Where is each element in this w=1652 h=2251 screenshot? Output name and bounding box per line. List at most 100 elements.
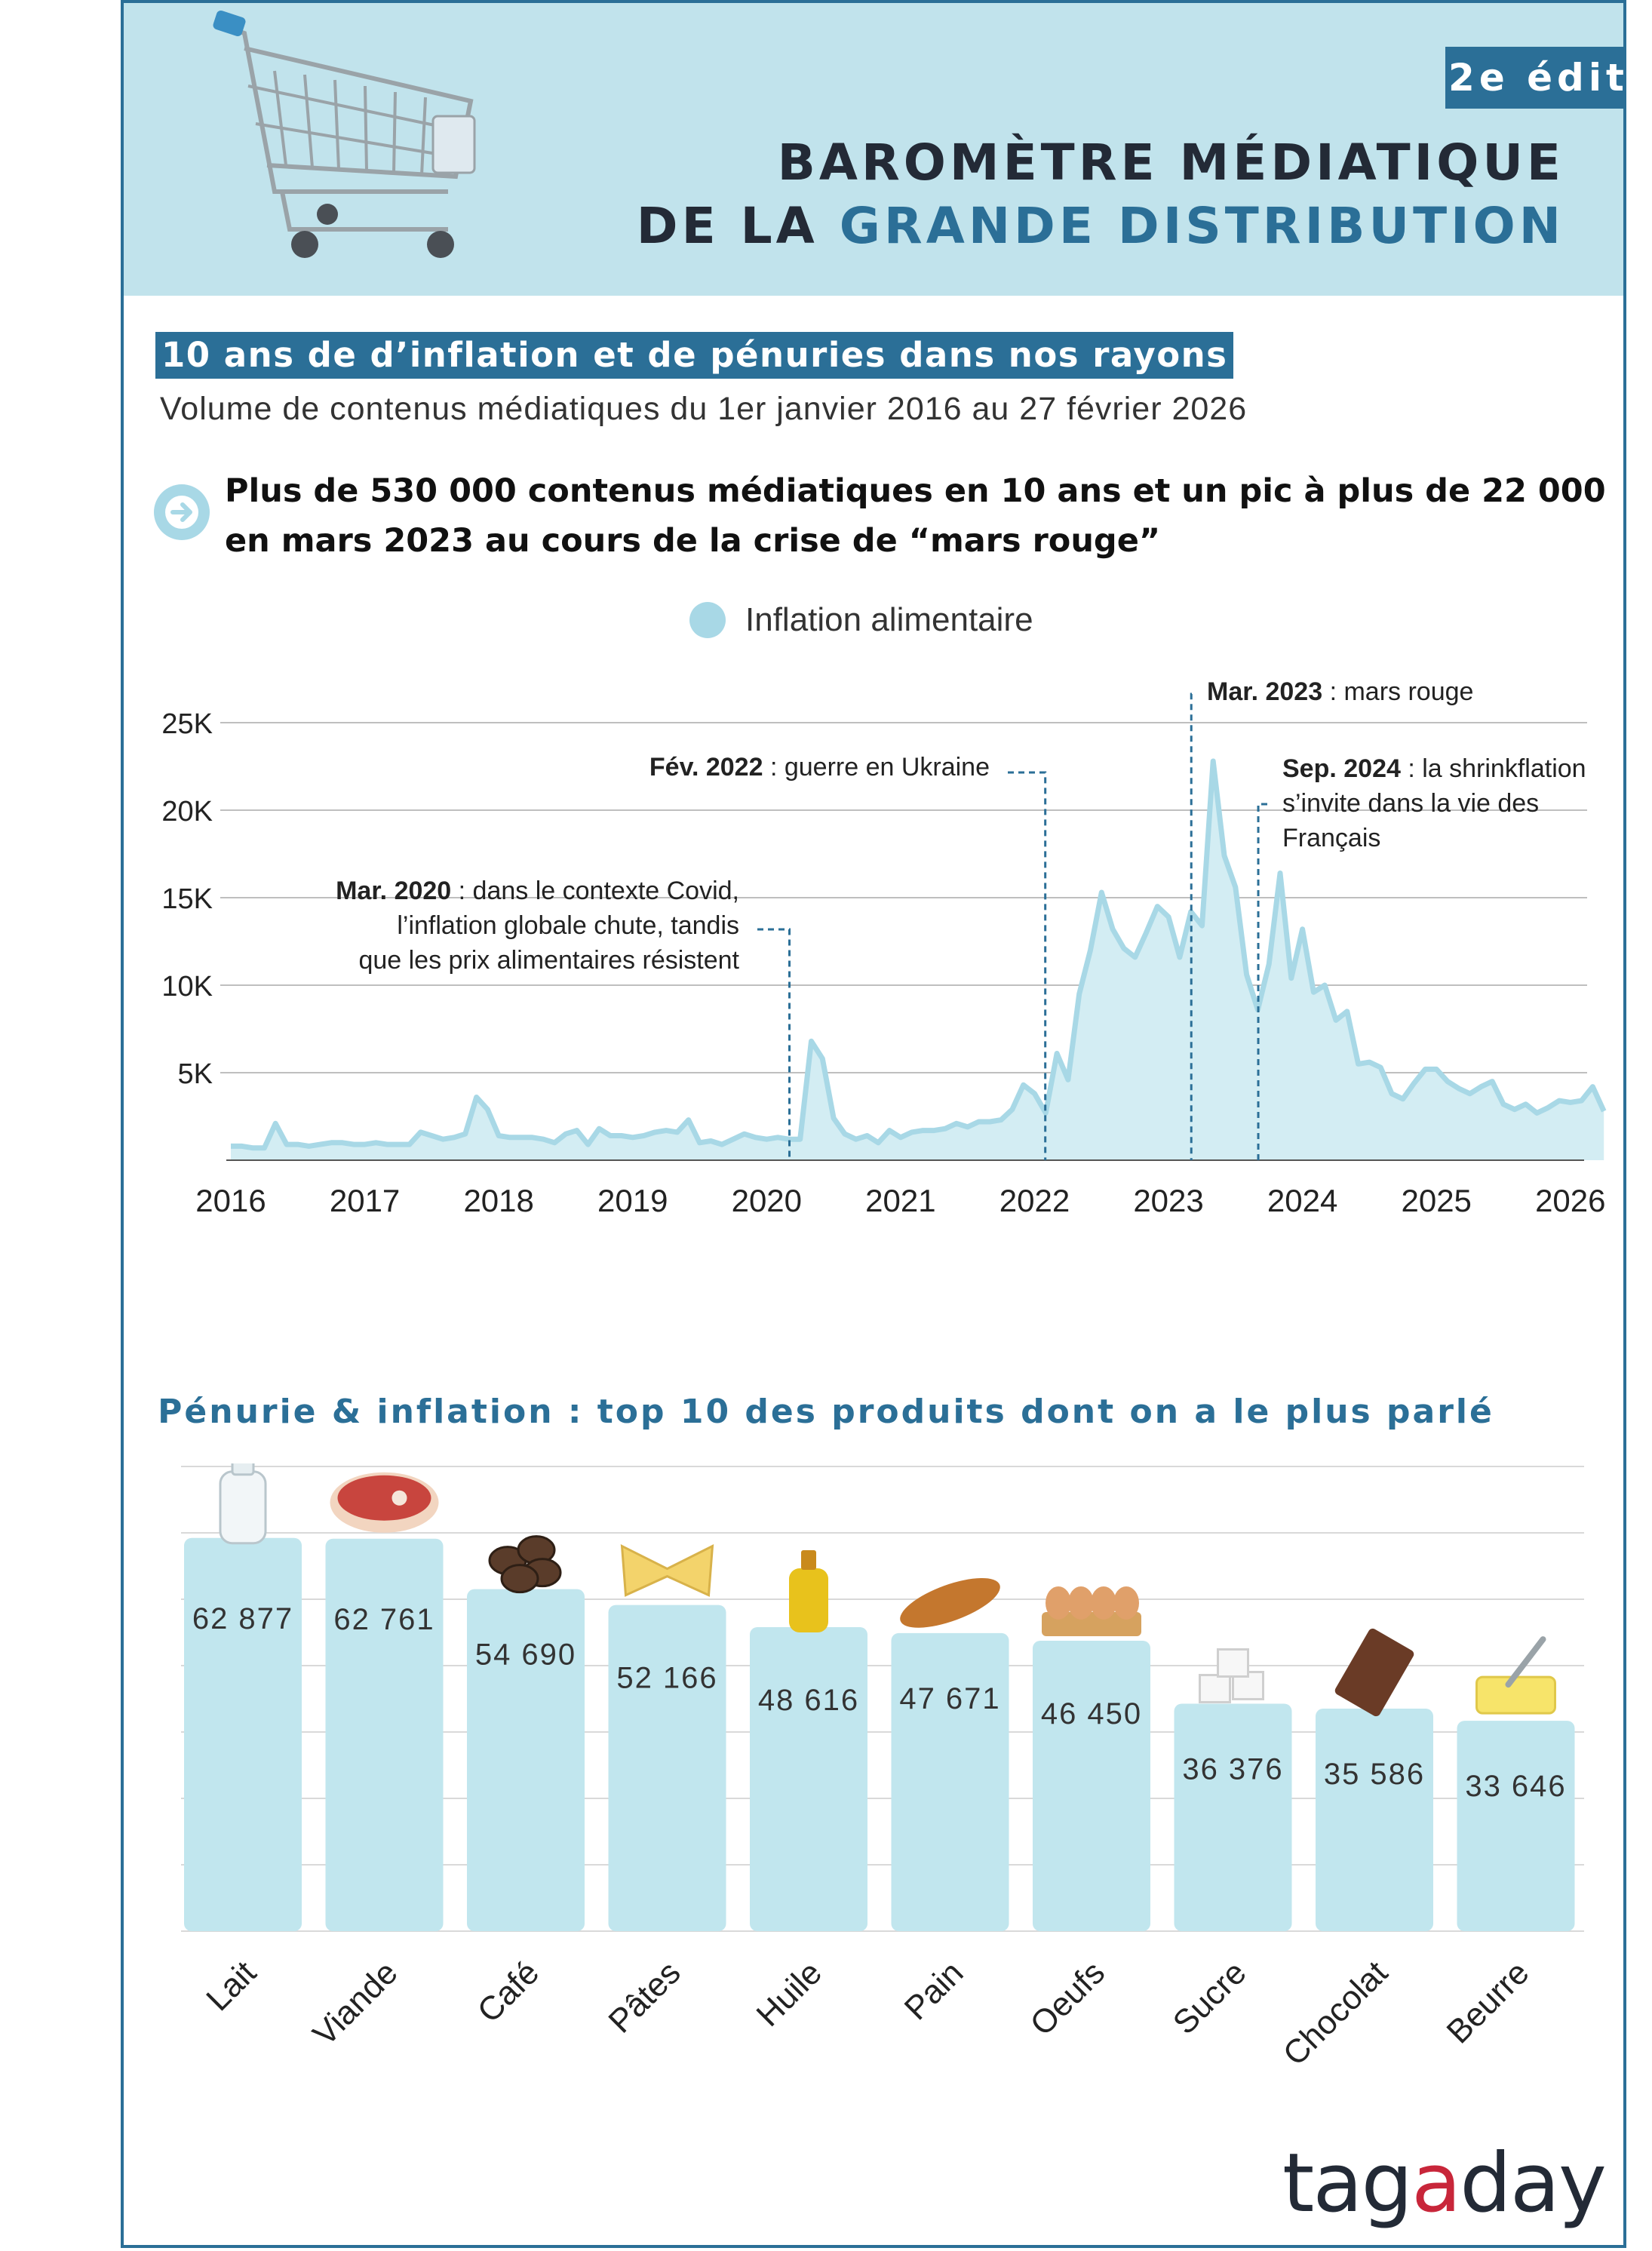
annotation-text: Français (1282, 824, 1380, 852)
bar-group: 62 877 Lait (184, 1463, 302, 2018)
bar-category-label: Pain (898, 1954, 971, 2027)
x-tick-label: 2022 (999, 1183, 1070, 1218)
bar-value-label: 52 166 (616, 1662, 717, 1695)
bar (608, 1605, 726, 1931)
bar-category-label: Sucre (1166, 1954, 1254, 2041)
chocolate-icon (1334, 1628, 1414, 1717)
y-tick-label: 25K (161, 708, 213, 740)
bar-group: 46 450 Oeufs (1023, 1586, 1150, 2043)
bars: 62 877 Lait 62 761 Viande 54 690 Café 52 166 Pâ… (184, 1463, 1575, 2073)
bar-group: 35 586 Chocolat (1276, 1628, 1433, 2073)
butter-icon (1475, 1636, 1556, 1715)
x-tick-label: 2019 (597, 1183, 668, 1218)
x-tick-label: 2025 (1401, 1183, 1471, 1218)
logo-part1: tag (1282, 2136, 1413, 2231)
milk-bottle-icon (219, 1463, 267, 1545)
shopping-cart-icon (213, 11, 476, 258)
bar (1033, 1640, 1150, 1931)
x-tick-label: 2016 (195, 1183, 266, 1218)
bar-category-label: Lait (199, 1954, 263, 2018)
legend-label: Inflation alimentaire (745, 601, 1033, 638)
bar (1316, 1709, 1433, 1931)
series-points (230, 760, 1604, 1148)
section-title: 10 ans de d’inflation et de pénuries dan… (155, 332, 1234, 379)
legend-marker (689, 602, 726, 638)
y-tick-label: 15K (161, 883, 213, 915)
annotation-text: Sep. 2024 : la shrinkflation (1282, 754, 1586, 783)
bar-group: 33 646 Beurre (1440, 1636, 1575, 2050)
bar-chart-title: Pénurie & inflation : top 10 des produit… (158, 1393, 1494, 1431)
annotation-leader (1190, 692, 1193, 1160)
bar-value-label: 47 671 (899, 1682, 1000, 1715)
y-tick-label: 20K (161, 796, 213, 828)
bar-group: 47 671 Pain (891, 1577, 1009, 2027)
x-tick-label: 2020 (732, 1183, 802, 1218)
oil-bottle-icon (789, 1550, 828, 1633)
page-title-line1: BAROMÈTRE MÉDIATIQUE (777, 134, 1564, 192)
annotation-text: Mar. 2023 : mars rouge (1207, 677, 1473, 706)
eggs-icon (1042, 1586, 1141, 1636)
y-tick-label: 10K (161, 971, 213, 1003)
bar-value-label: 36 376 (1182, 1752, 1283, 1786)
bar (1174, 1703, 1292, 1931)
bar-group: 54 690 Café (467, 1535, 585, 2030)
bar-category-label: Café (471, 1954, 546, 2029)
bar-value-label: 48 616 (758, 1684, 859, 1717)
header-banner: 2e édition BAROMÈTRE MÉDIATIQUE DE LA GR… (124, 3, 1623, 296)
headline-text: Plus de 530 000 contenus médiatiques en … (225, 472, 1606, 560)
x-tick-label: 2024 (1267, 1183, 1337, 1218)
chart-legend: Inflation alimentaire (689, 601, 1033, 638)
x-tick-label: 2017 (330, 1183, 400, 1218)
sugar-cubes-icon (1199, 1648, 1264, 1703)
series-line (231, 758, 1607, 1151)
bar-category-label: Pâtes (601, 1954, 687, 2040)
bar-category-label: Viande (306, 1954, 405, 2053)
annotation-leader (757, 928, 791, 1160)
annotation: Sep. 2024 : la shrinkflation s’invite dan… (1257, 754, 1586, 1160)
annotation-text: Fév. 2022 : guerre en Ukraine (649, 753, 990, 782)
steak-icon (330, 1472, 439, 1533)
annotation-text: l’inflation globale chute, tandis (397, 911, 739, 940)
coffee-beans-icon (488, 1535, 562, 1594)
bar (325, 1538, 444, 1931)
logo-part3: day (1460, 2136, 1607, 2231)
bar-group: 62 761 Viande (306, 1472, 444, 2053)
y-axis-ticks: 5K 10K 15K 20K 25K (161, 708, 213, 1090)
bar-category-label: Oeufs (1023, 1954, 1112, 2043)
bar-value-label: 46 450 (1041, 1697, 1142, 1730)
page-title-accent: GRANDE DISTRIBUTION (839, 197, 1564, 255)
y-tick-label: 5K (178, 1058, 213, 1090)
arrow-right-icon (154, 484, 210, 540)
page-title: BAROMÈTRE MÉDIATIQUE DE LA GRANDE DISTRI… (637, 131, 1564, 258)
bar-group: 48 616 Huile (750, 1550, 867, 2034)
bar-value-label: 33 646 (1465, 1770, 1566, 1803)
bread-icon (900, 1577, 1000, 1628)
bar (184, 1537, 302, 1931)
pasta-icon (620, 1544, 714, 1597)
brand-logo: tagaday (1282, 2136, 1607, 2231)
annotation-text: Mar. 2020 : dans le contexte Covid, (336, 877, 739, 905)
bar (1457, 1721, 1575, 1931)
bar-value-label: 54 690 (475, 1638, 576, 1672)
bar-chart: 62 877 Lait 62 761 Viande 54 690 Café 52 166 Pâ… (181, 1463, 1584, 2073)
x-tick-label: 2023 (1133, 1183, 1203, 1218)
bar-group: 52 166 Pâtes (601, 1544, 726, 2041)
annotation: Fév. 2022 : guerre en Ukraine (649, 753, 1047, 1160)
annotation-text: s’invite dans la vie des (1282, 789, 1539, 818)
annotation: Mar. 2023 : mars rouge (1190, 677, 1473, 1160)
bar-category-label: Beurre (1440, 1954, 1537, 2050)
annotation-text: que les prix alimentaires résistent (358, 946, 739, 975)
bar-value-label: 35 586 (1324, 1758, 1425, 1791)
x-tick-label: 2021 (865, 1183, 935, 1218)
area-fill (231, 761, 1604, 1160)
bar-category-label: Huile (750, 1954, 830, 2034)
page-title-line2: DE LA GRANDE DISTRIBUTION (637, 195, 1564, 258)
bar-value-label: 62 877 (192, 1602, 293, 1635)
x-tick-label: 2026 (1535, 1183, 1605, 1218)
annotation-leader (1008, 771, 1047, 1160)
x-tick-label: 2018 (463, 1183, 533, 1218)
bar-group: 36 376 Sucre (1166, 1648, 1292, 2041)
chart-annotations: Mar. 2020 : dans le contexte Covid, l’inf… (336, 677, 1586, 1160)
page-title-prefix: DE LA (636, 197, 818, 255)
x-axis-ticks: 2016 2017 2018 2019 2020 2021 2022 2023 2024 2025… (195, 1183, 1605, 1218)
